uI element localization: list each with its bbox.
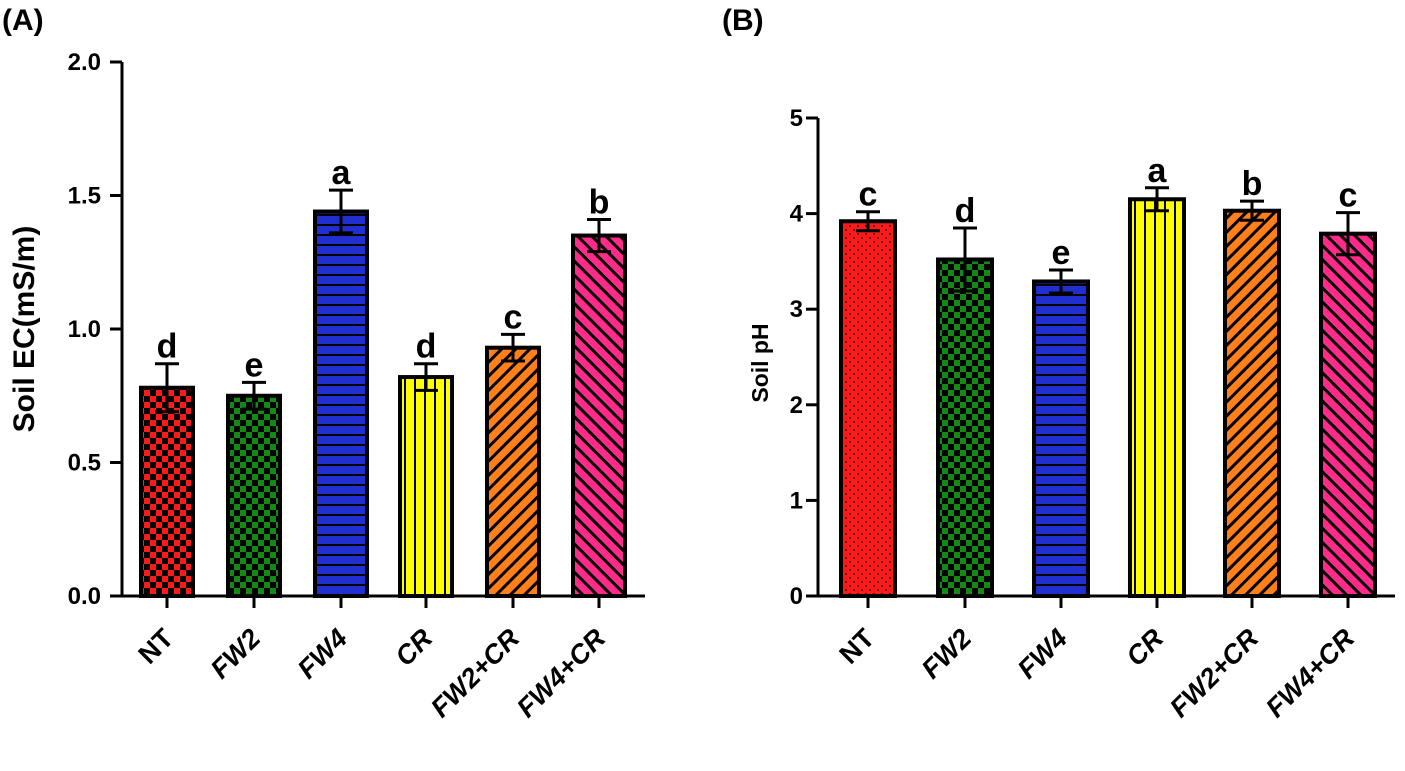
x-category-label-b-nt: NT: [834, 623, 881, 670]
bar-a-fw4-plus-cr: [571, 233, 627, 599]
y-tick-label-a: 0.5: [68, 450, 101, 477]
y-tick-label-a: 2.0: [68, 49, 101, 76]
panel-a-label: (A): [2, 4, 44, 37]
y-tick-label-b: 1: [790, 487, 803, 514]
x-category-label-a-cr: CR: [389, 623, 438, 672]
x-category-label-b-cr: CR: [1120, 623, 1169, 672]
bar-a-fw4: [313, 209, 369, 599]
bar-b-cr: [1128, 197, 1186, 598]
x-category-label-b-fw2: FW2: [916, 623, 978, 685]
y-tick-label-a: 0.0: [68, 583, 101, 610]
significance-label-b-fw2: d: [955, 192, 976, 230]
panel-b-ph-chart: (B) 0 1 2 3 4 5 Soil pH c NT d FW2 e FW4 a CR b FW2+CR c F…: [722, 4, 1395, 723]
significance-label-b-fw4: e: [1052, 234, 1071, 272]
x-category-label-b-fw4: FW4: [1012, 623, 1074, 685]
significance-label-a-fw4-plus-cr: b: [589, 184, 610, 222]
significance-label-a-cr: d: [416, 328, 437, 366]
bar-b-fw4: [1032, 279, 1090, 598]
bar-a-nt: [139, 385, 195, 598]
significance-label-b-cr: a: [1148, 152, 1168, 190]
y-tick-label-b: 2: [790, 392, 803, 419]
y-tick-label-b: 5: [790, 105, 803, 132]
significance-label-a-fw2-plus-cr: c: [504, 298, 523, 336]
y-tick-label-a: 1.0: [68, 316, 101, 343]
x-category-label-a-fw2: FW2: [205, 623, 267, 685]
panel-b-label: (B): [722, 4, 764, 37]
bar-a-fw2-plus-cr: [485, 345, 541, 598]
x-category-label-b-fw4-plus-cr: FW4+CR: [1260, 623, 1361, 724]
significance-label-b-fw4-plus-cr: c: [1339, 177, 1358, 215]
y-tick-label-b: 3: [790, 296, 803, 323]
significance-label-a-fw2: e: [245, 346, 264, 384]
significance-label-b-nt: c: [859, 176, 878, 214]
bar-b-fw2-plus-cr: [1223, 208, 1281, 598]
bar-a-cr: [398, 375, 454, 598]
x-category-label-a-nt: NT: [133, 623, 180, 670]
panel-a-ec-chart: (A) 0.0 0.5 1.0 1.5 2.0 Soil EC(mS/m) d NT e FW2 a…: [2, 4, 645, 723]
bar-b-nt: [839, 219, 897, 599]
significance-label-b-fw2-plus-cr: b: [1242, 165, 1263, 203]
bar-b-fw4-plus-cr: [1319, 231, 1377, 598]
y-axis-title-a: Soil EC(mS/m): [8, 226, 41, 433]
y-axis-title-b: Soil pH: [747, 323, 773, 402]
y-tick-label-a: 1.5: [68, 183, 101, 210]
bar-a-fw2: [226, 393, 282, 598]
bar-b-fw2: [936, 257, 994, 598]
significance-label-a-nt: d: [157, 328, 178, 366]
y-tick-label-b: 4: [790, 201, 804, 228]
x-category-label-b-fw2-plus-cr: FW2+CR: [1164, 623, 1265, 724]
x-category-label-a-fw4: FW4: [292, 623, 354, 685]
y-tick-label-b: 0: [790, 583, 803, 610]
x-category-label-a-fw4-plus-cr: FW4+CR: [511, 623, 612, 724]
x-category-label-a-fw2-plus-cr: FW2+CR: [425, 623, 526, 724]
significance-label-a-fw4: a: [332, 154, 352, 192]
